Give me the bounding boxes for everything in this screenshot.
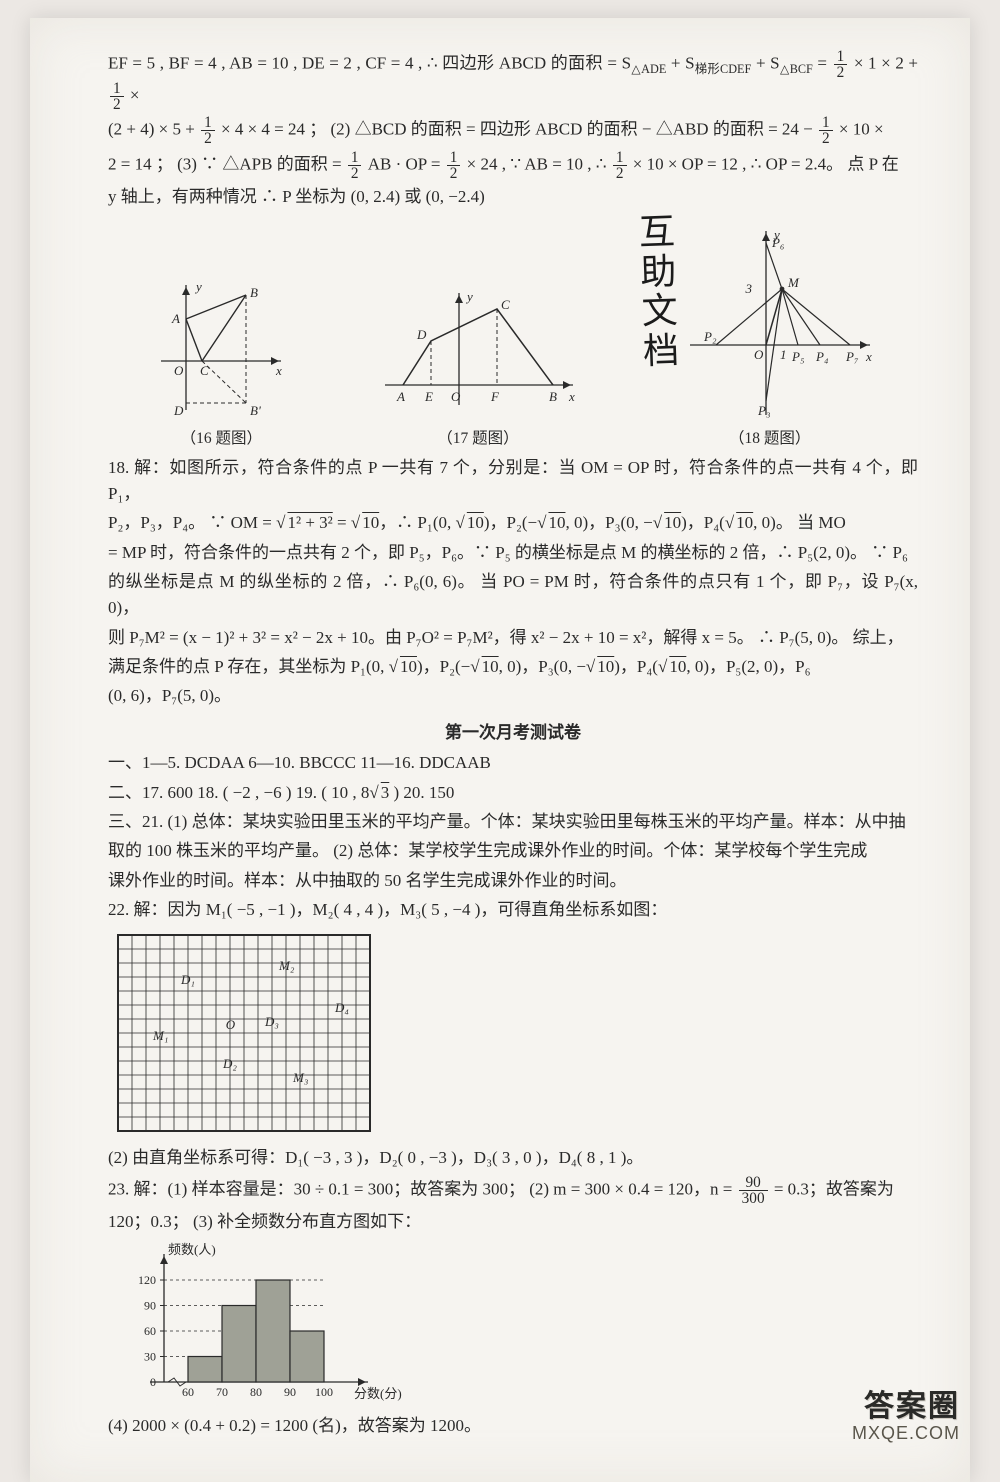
- q18-p4: 的纵坐标是点 M 的纵坐标的 2 倍，∴ P₆(0, 6)。 当 PO = PM…: [108, 569, 918, 622]
- q18-p2: P₂，P₃，P₄。 ∵ OM = 1² + 3² = 10，∴ P₁(0, 10…: [108, 510, 918, 536]
- q18-p1: 18. 解：如图所示，符合条件的点 P 一共有 7 个，分别是：当 OM = O…: [108, 455, 918, 508]
- svg-text:E: E: [424, 389, 433, 404]
- q18-p5: 则 P₇M² = (x − 1)² + 3² = x² − 2x + 10。由 …: [108, 625, 918, 651]
- svg-text:分数(分): 分数(分): [354, 1386, 402, 1401]
- svg-text:P₆: P₆: [771, 235, 784, 250]
- fig-17: y x A E O F B D C: [373, 285, 583, 425]
- test-l1: 一、1—5. DCDAA 6—10. BBCCC 11—16. DDCAAB: [108, 750, 918, 776]
- q18-p6: 满足条件的点 P 存在，其坐标为 P₁(0, 10)，P₂(−10, 0)，P₃…: [108, 654, 918, 680]
- line-3: 2 = 14 ； (3) ∵ △APB 的面积 = 12 AB · OP = 1…: [108, 150, 918, 182]
- figure-row: yxABOCDB' （16 题图） yxAEOFBDC （17 题图） 互助文档…: [108, 225, 918, 451]
- svg-text:x: x: [275, 363, 282, 378]
- svg-text:90: 90: [144, 1298, 156, 1312]
- figcap-16: （16 题图）: [146, 427, 296, 451]
- fig-16: y x A B O C D B': [146, 275, 296, 425]
- svg-text:0: 0: [150, 1375, 156, 1389]
- q23-p1: 23. 解：(1) 样本容量是：30 ÷ 0.1 = 300；故答案为 300；…: [108, 1175, 918, 1207]
- line-1: EF = 5 , BF = 4 , AB = 10 , DE = 2 , CF …: [108, 49, 918, 112]
- svg-text:90: 90: [284, 1385, 296, 1399]
- svg-text:M₃: M₃: [292, 1070, 308, 1085]
- svg-text:D: D: [416, 327, 427, 342]
- svg-text:A: A: [396, 389, 405, 404]
- svg-text:D₄: D₄: [334, 1000, 349, 1015]
- q18-p3: = MP 时，符合条件的一点共有 2 个，即 P₅，P₆。∵ P₅ 的横坐标是点…: [108, 540, 918, 566]
- svg-text:3: 3: [744, 281, 752, 296]
- svg-text:O: O: [226, 1017, 236, 1032]
- last-line: (4) 2000 × (0.4 + 0.2) = 1200 (名)，故答案为 1…: [108, 1413, 918, 1439]
- svg-text:60: 60: [182, 1385, 194, 1399]
- svg-text:P₃: P₃: [757, 403, 770, 418]
- q18-p7: (0, 6)，P₇(5, 0)。: [108, 683, 918, 709]
- svg-text:D₃: D₃: [264, 1014, 279, 1029]
- svg-text:120: 120: [138, 1273, 156, 1287]
- svg-text:D₂: D₂: [222, 1056, 237, 1071]
- svg-text:F: F: [490, 389, 500, 404]
- q23-p2: 120；0.3； (3) 补全频数分布直方图如下：: [108, 1209, 918, 1235]
- svg-text:M₁: M₁: [152, 1028, 168, 1043]
- svg-text:C: C: [200, 363, 209, 378]
- test-l6: 22. 解：因为 M₁( −5 , −1 )，M₂( 4 , 4 )，M₃( 5…: [108, 897, 918, 923]
- line-4: y 轴上，有两种情况 ∴ P 坐标为 (0, 2.4) 或 (0, −2.4): [108, 184, 918, 210]
- after-grid: (2) 由直角坐标系可得：D₁( −3 , 3 )，D₂( 0 , −3 )，D…: [108, 1145, 918, 1171]
- grid-figure: D₁ M₂ D₄ M₁ O D₂ M₃ D₃: [108, 931, 380, 1137]
- test-l3: 三、21. (1) 总体：某块实验田里玉米的平均产量。个体：某块实验田里每株玉米…: [108, 809, 918, 835]
- svg-text:1: 1: [780, 347, 787, 362]
- svg-text:D: D: [173, 403, 184, 418]
- svg-text:y: y: [465, 289, 473, 304]
- svg-text:C: C: [501, 297, 510, 312]
- histogram: 0 30 60 90 120 60 70 80 90 100 频数(人) 分数(分): [108, 1242, 408, 1407]
- svg-text:60: 60: [144, 1324, 156, 1338]
- svg-text:B': B': [250, 403, 261, 418]
- svg-text:B: B: [549, 389, 557, 404]
- line-2: (2 + 4) × 5 + 12 × 4 × 4 = 24 ； (2) △BCD…: [108, 115, 918, 147]
- svg-text:P₄: P₄: [815, 349, 829, 364]
- svg-text:M: M: [787, 275, 800, 290]
- svg-text:M₂: M₂: [278, 958, 295, 973]
- svg-text:P₇: P₇: [845, 349, 859, 364]
- svg-text:P₅: P₅: [791, 349, 804, 364]
- test-title: 第一次月考测试卷: [108, 720, 918, 746]
- figcap-17: （17 题图）: [373, 427, 583, 451]
- svg-text:30: 30: [144, 1349, 156, 1363]
- svg-text:O: O: [174, 363, 184, 378]
- svg-text:y: y: [194, 279, 202, 294]
- svg-text:D₁: D₁: [180, 972, 195, 987]
- svg-text:70: 70: [216, 1385, 228, 1399]
- test-l2: 二、17. 600 18. ( −2 , −6 ) 19. ( 10 , 83 …: [108, 780, 918, 806]
- test-l4: 取的 100 株玉米的平均产量。 (2) 总体：某学校学生完成课外作业的时间。个…: [108, 838, 918, 864]
- svg-text:x: x: [568, 389, 575, 404]
- fig-18: yx3MO1P₆P₂P₃P₄P₅P₇: [660, 225, 880, 425]
- svg-text:100: 100: [315, 1385, 333, 1399]
- svg-text:x: x: [865, 349, 872, 364]
- svg-text:O: O: [754, 347, 764, 362]
- svg-text:A: A: [171, 311, 180, 326]
- svg-text:B: B: [250, 285, 258, 300]
- svg-text:P₂: P₂: [703, 329, 717, 344]
- svg-text:频数(人): 频数(人): [168, 1242, 216, 1257]
- figcap-18: （18 题图）: [660, 427, 880, 451]
- svg-text:O: O: [451, 389, 461, 404]
- test-l5: 课外作业的时间。样本：从中抽取的 50 名学生完成课外作业的时间。: [108, 868, 918, 894]
- svg-text:80: 80: [250, 1385, 262, 1399]
